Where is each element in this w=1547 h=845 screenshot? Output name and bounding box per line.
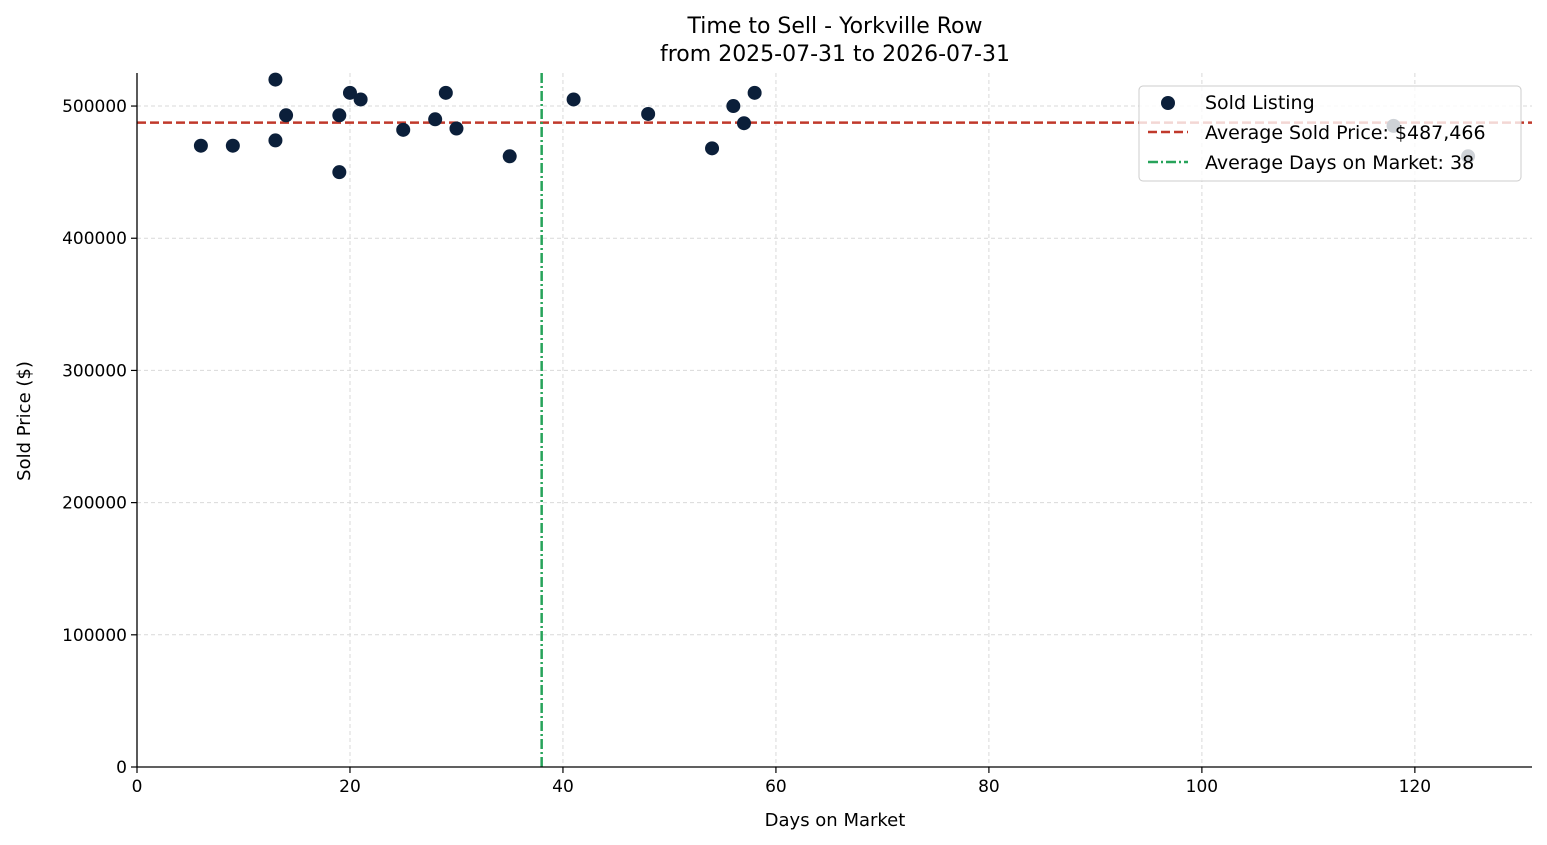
chart-subtitle: from 2025-07-31 to 2026-07-31 xyxy=(660,42,1010,67)
legend: Sold Listing Average Sold Price: $487,46… xyxy=(1138,85,1522,182)
data-point xyxy=(268,133,283,148)
y-tick-label: 300000 xyxy=(62,361,127,381)
legend-label-average-days: Average Days on Market: 38 xyxy=(1205,152,1474,174)
x-tick-label: 100 xyxy=(1186,777,1218,797)
data-point xyxy=(268,72,283,87)
x-axis-label: Days on Market xyxy=(765,810,906,831)
grid xyxy=(137,73,1532,767)
data-point xyxy=(428,112,443,127)
data-point xyxy=(396,122,411,137)
legend-marker-sold-listing xyxy=(1161,96,1175,110)
y-tick-label: 0 xyxy=(116,758,127,778)
data-point xyxy=(705,141,720,156)
y-axis-label: Sold Price ($) xyxy=(14,361,35,481)
data-point xyxy=(747,85,762,100)
data-point xyxy=(353,92,368,107)
data-point xyxy=(736,116,751,131)
data-point xyxy=(438,85,453,100)
data-point xyxy=(225,138,240,153)
y-tick-label: 200000 xyxy=(62,494,127,514)
data-point xyxy=(342,85,357,100)
data-point xyxy=(332,165,347,180)
chart-title: Time to Sell - Yorkville Row xyxy=(687,14,983,39)
y-tick-label: 400000 xyxy=(62,229,127,249)
data-point xyxy=(449,121,464,136)
data-point xyxy=(726,99,741,114)
legend-label-sold-listing: Sold Listing xyxy=(1205,92,1315,114)
data-point xyxy=(332,108,347,123)
axes xyxy=(131,73,1532,773)
x-tick-label: 60 xyxy=(765,777,787,797)
x-tick-label: 20 xyxy=(339,777,361,797)
legend-frame xyxy=(1138,85,1522,182)
x-tick-label: 120 xyxy=(1399,777,1431,797)
data-point xyxy=(193,138,208,153)
data-point xyxy=(641,106,656,121)
x-tick-label: 0 xyxy=(132,777,143,797)
y-tick-label: 100000 xyxy=(62,626,127,646)
tick-labels: 0 20 40 60 80 100 120 0 100000 200000 300000 400000… xyxy=(62,97,1431,797)
x-tick-label: 40 xyxy=(552,777,574,797)
legend-label-average-price: Average Sold Price: $487,466 xyxy=(1205,122,1486,144)
data-point xyxy=(279,108,294,123)
y-tick-label: 500000 xyxy=(62,97,127,117)
x-tick-label: 80 xyxy=(978,777,1000,797)
data-point xyxy=(502,149,517,164)
data-point xyxy=(566,92,581,107)
